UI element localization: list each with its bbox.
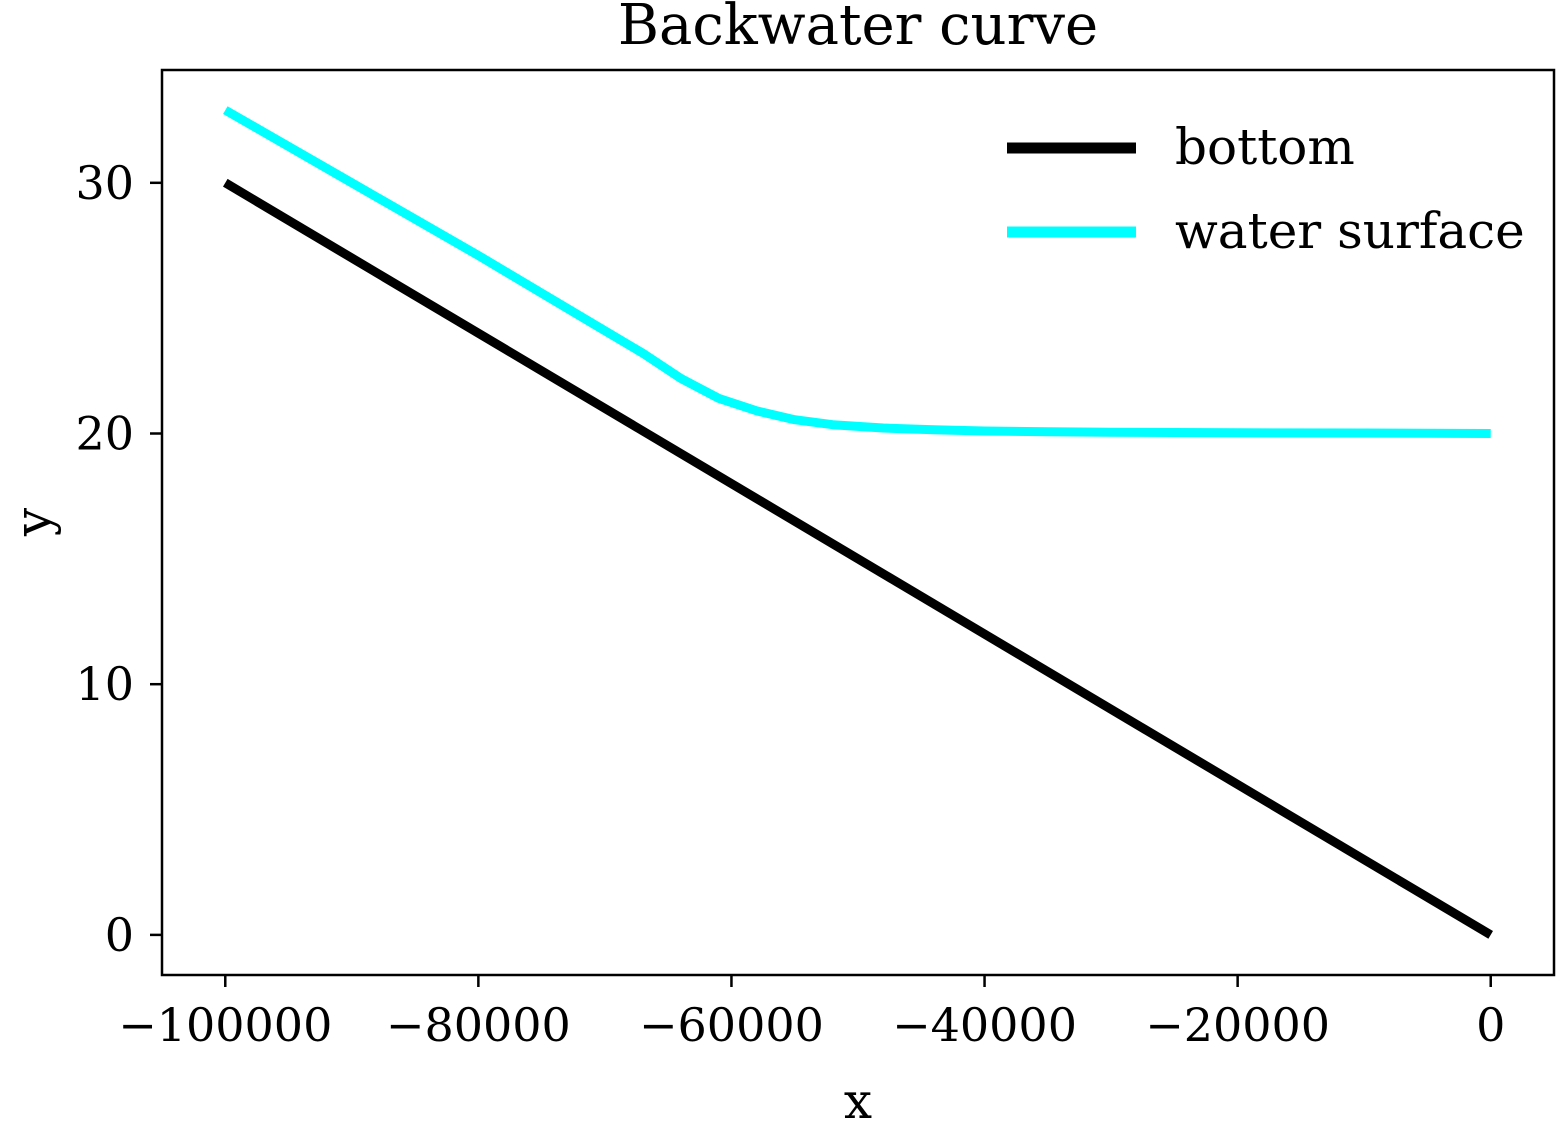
x-axis-label: x <box>844 1072 872 1130</box>
y-tick-label: 0 <box>105 908 134 962</box>
x-tick-label: −40000 <box>892 998 1077 1052</box>
legend-label-water-surface: water surface <box>1175 202 1525 260</box>
y-tick-label: 10 <box>75 657 134 711</box>
legend-label-bottom: bottom <box>1175 118 1355 176</box>
x-axis-ticks: −100000 −80000 −60000 −40000 −20000 0 <box>118 975 1505 1052</box>
y-tick-label: 30 <box>75 156 134 210</box>
series-line-bottom <box>223 178 1493 939</box>
x-tick-label: −80000 <box>386 998 571 1052</box>
series-line-water-surface <box>223 106 1491 438</box>
y-tick-label: 20 <box>75 407 134 461</box>
x-tick-label: −20000 <box>1145 998 1330 1052</box>
y-axis-ticks: 0 10 20 30 <box>75 156 162 962</box>
legend: bottom water surface <box>1007 118 1525 260</box>
x-tick-label: 0 <box>1476 998 1505 1052</box>
chart-title: Backwater curve <box>618 0 1098 58</box>
plot-frame <box>160 68 1556 977</box>
y-axis-label: y <box>4 507 62 537</box>
plot-lines <box>223 106 1493 939</box>
x-tick-label: −100000 <box>118 998 332 1052</box>
x-tick-label: −60000 <box>639 998 824 1052</box>
